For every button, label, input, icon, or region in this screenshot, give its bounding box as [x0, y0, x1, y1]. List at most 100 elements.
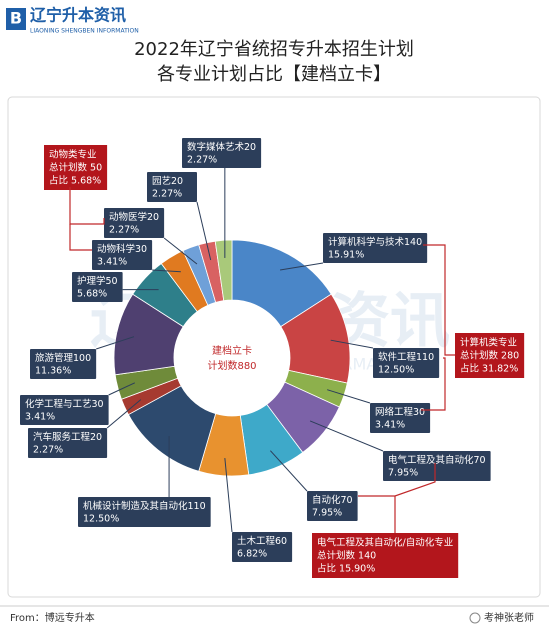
value-label: 20	[90, 432, 102, 443]
label-name: 旅游管理100	[35, 352, 91, 364]
title: 2022年辽宁省统招专升本招生计划	[134, 39, 414, 60]
category-name: 土木工程	[237, 535, 276, 547]
value-label: 110	[416, 352, 434, 363]
label-box	[182, 138, 262, 168]
data-label: 电气工程及其自动化70 7.95%	[383, 451, 491, 481]
category-name: 护理学	[77, 275, 106, 287]
label-name: 护理学50	[77, 275, 118, 287]
label-box	[92, 240, 153, 270]
share-label: 2.27%	[152, 189, 182, 200]
leader-line	[330, 339, 374, 349]
share-label: 3.41%	[25, 412, 55, 423]
annotation-text: 占比 31.82%	[460, 363, 518, 375]
value-label: 20	[171, 176, 183, 187]
category-name: 园艺	[152, 176, 171, 187]
share-label: 12.50%	[378, 365, 414, 376]
label-box	[30, 349, 97, 379]
label-box	[78, 497, 211, 527]
value-label: 50	[106, 276, 118, 287]
label-name: 化学工程与工艺30	[25, 398, 104, 410]
label-box	[307, 491, 358, 521]
category-name: 计算机科学与技术	[328, 236, 405, 248]
logo-sub: LIAONING SHENGBEN INFORMATION	[30, 28, 139, 35]
label-name: 网络工程30	[375, 406, 425, 418]
category-name: 动物科学	[97, 243, 135, 255]
category-name: 汽车服务工程	[33, 431, 91, 443]
value-label: 20	[147, 212, 159, 223]
share-label: 11.36%	[35, 366, 71, 377]
value-label: 20	[244, 142, 256, 153]
data-label: 护理学50 5.68%	[72, 272, 123, 302]
label-box	[232, 532, 293, 562]
label-box	[147, 172, 197, 202]
data-label: 汽车服务工程20 2.27%	[28, 428, 108, 458]
label-name: 园艺20	[152, 176, 183, 187]
data-label: 旅游管理100 11.36%	[30, 349, 97, 379]
value-label: 30	[135, 244, 147, 255]
data-label: 土木工程60 6.82%	[232, 532, 293, 562]
annotation-text: 计算机类专业	[460, 337, 517, 349]
title: 各专业计划占比【建档立卡】	[157, 64, 391, 85]
footer-icon	[469, 612, 481, 624]
value-label: 60	[275, 536, 287, 547]
share-label: 6.82%	[237, 549, 267, 560]
annotation-text: 占比 15.90%	[317, 563, 375, 575]
data-label: 园艺20 2.27%	[147, 172, 197, 202]
leader-line	[196, 201, 212, 261]
leader-line	[309, 420, 384, 452]
label-box	[20, 395, 109, 425]
share-label: 2.27%	[109, 225, 139, 236]
category-name: 机械设计制造及其自动化	[83, 500, 188, 512]
data-label: 数字媒体艺术20 2.27%	[182, 138, 262, 168]
leader-line	[163, 237, 198, 265]
share-label: 3.41%	[375, 420, 405, 431]
label-name: 动物医学20	[109, 211, 159, 223]
label-box	[28, 428, 108, 458]
value-label: 30	[92, 399, 104, 410]
leader-line	[224, 457, 233, 533]
annotation-box	[44, 145, 108, 190]
leader-line	[96, 336, 135, 350]
label-name: 动物科学30	[97, 243, 147, 255]
footer-source: From：博远专升本	[10, 611, 95, 624]
annotation-text: 总计划数 140	[317, 550, 376, 562]
share-label: 2.27%	[187, 155, 217, 166]
category-name: 动物医学	[109, 211, 147, 223]
leader-line	[106, 399, 142, 429]
category-name: 电气工程及其自动化	[388, 454, 474, 466]
category-name: 软件工程	[378, 351, 417, 363]
category-name: 自动化	[312, 494, 341, 506]
leader-line	[108, 382, 136, 396]
label-name: 电气工程及其自动化70	[388, 454, 486, 466]
label-name: 软件工程110	[378, 351, 434, 363]
value-label: 70	[341, 495, 353, 506]
annotation-text: 电气工程及其自动化/自动化专业	[317, 537, 453, 549]
label-box	[370, 403, 431, 433]
share-label: 12.50%	[83, 514, 119, 525]
label-name: 土木工程60	[237, 535, 287, 547]
data-label: 自动化70 7.95%	[307, 491, 358, 521]
share-label: 5.68%	[77, 289, 107, 300]
label-box	[373, 348, 440, 378]
category-name: 旅游管理	[35, 352, 74, 364]
leader-line	[279, 262, 324, 271]
label-box	[323, 233, 428, 263]
data-label: 动物医学20 2.27%	[104, 208, 165, 238]
label-name: 机械设计制造及其自动化110	[83, 500, 206, 512]
annotation-text: 占比 5.68%	[49, 175, 101, 187]
category-name: 化学工程与工艺	[25, 398, 92, 410]
label-box	[104, 208, 165, 238]
label-box	[72, 272, 123, 302]
logo: 辽宁升本资讯	[30, 6, 126, 25]
annotation-text: 总计划数 280	[460, 350, 519, 362]
share-label: 7.95%	[312, 508, 342, 519]
data-label: 动物科学30 3.41%	[92, 240, 153, 270]
share-label: 3.41%	[97, 257, 127, 268]
annotation-box	[312, 533, 459, 578]
label-name: 数字媒体艺术20	[187, 141, 256, 153]
